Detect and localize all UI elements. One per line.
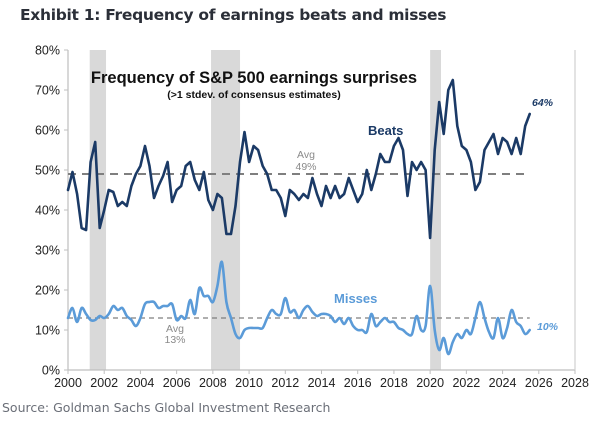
- x-tick-label: 2026: [525, 376, 553, 390]
- y-tick-label: 30%: [35, 244, 60, 258]
- recession-bands: [89, 50, 442, 370]
- source-note: Source: Goldman Sachs Global Investment …: [2, 400, 331, 415]
- x-tick-label: 2022: [452, 376, 480, 390]
- average-lines: [68, 173, 530, 319]
- y-tick-label: 50%: [35, 164, 60, 178]
- x-tick-label: 2018: [380, 376, 408, 390]
- beats-series-label: Beats: [368, 123, 403, 138]
- x-tick-label: 2016: [344, 376, 372, 390]
- misses-avg-label-line1: Avg: [166, 323, 184, 335]
- x-tick-label: 2028: [561, 376, 589, 390]
- misses-avg-label-line2: 13%: [164, 334, 185, 346]
- y-tick-label: 60%: [35, 124, 60, 138]
- chart-subtitle: (>1 stdev. of consensus estimates): [167, 89, 340, 101]
- x-tick-label: 2000: [54, 376, 82, 390]
- y-tick-label: 70%: [35, 84, 60, 98]
- beats-line: [66, 78, 532, 240]
- axes: 0% 10% 20% 30% 40% 50% 60% 70% 80% 2000 2002 2004 20…: [35, 44, 589, 391]
- misses-series-label: Misses: [334, 291, 377, 306]
- x-tick-label: 2020: [416, 376, 444, 390]
- exhibit-title: Exhibit 1: Frequency of earnings beats a…: [20, 6, 447, 24]
- x-tick-label: 2024: [489, 376, 517, 390]
- x-tick-label: 2012: [271, 376, 299, 390]
- annotations: Frequency of S&P 500 earnings surprises …: [91, 69, 559, 346]
- misses-end-label: 10%: [537, 321, 559, 333]
- chart-title: Frequency of S&P 500 earnings surprises: [91, 69, 417, 87]
- y-tick-label: 20%: [35, 284, 60, 298]
- x-tick-label: 2008: [199, 376, 227, 390]
- recession-band: [430, 50, 442, 370]
- x-tick-label: 2006: [163, 376, 191, 390]
- x-tick-label: 2010: [235, 376, 263, 390]
- y-tick-label: 40%: [35, 204, 60, 218]
- x-tick-label: 2004: [127, 376, 155, 390]
- beats-end-label: 64%: [532, 97, 554, 109]
- y-tick-label: 10%: [35, 324, 60, 338]
- beats-avg-label-line1: Avg: [297, 149, 315, 161]
- misses-line: [66, 260, 531, 356]
- series-lines: [66, 78, 532, 356]
- beats-avg-label-line2: 49%: [295, 161, 316, 173]
- x-tick-label: 2014: [308, 376, 336, 390]
- y-tick-label: 80%: [35, 44, 60, 58]
- x-tick-label: 2002: [90, 376, 118, 390]
- y-tick-label: 0%: [42, 364, 60, 378]
